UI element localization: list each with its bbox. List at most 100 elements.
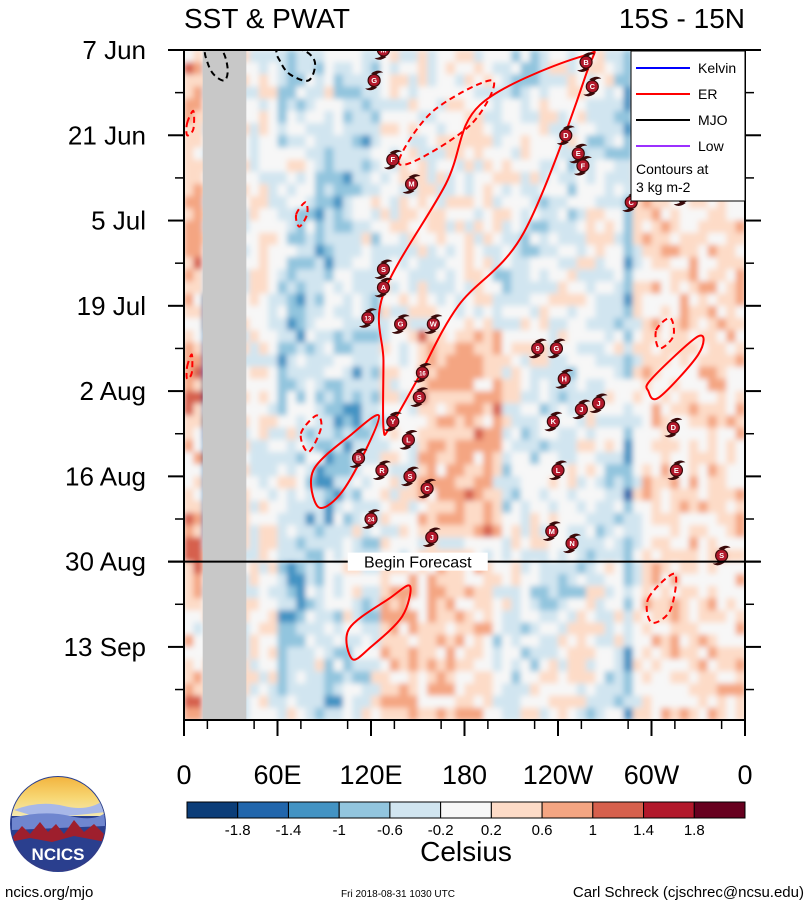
field-cell	[576, 695, 587, 709]
field-cell	[614, 318, 625, 331]
field-cell	[651, 573, 662, 587]
er-contour-positive	[645, 334, 705, 401]
field-cell	[258, 573, 269, 587]
field-cell	[296, 683, 307, 697]
field-cell	[427, 123, 438, 136]
field-cell	[258, 598, 269, 611]
cyclone-marker: B	[577, 52, 596, 72]
field-cell	[688, 512, 699, 526]
field-cell	[501, 561, 512, 575]
field-cell	[380, 707, 391, 720]
field-cell	[455, 50, 466, 63]
field-cell	[660, 318, 671, 331]
field-cell	[558, 159, 568, 173]
field-cell	[371, 184, 381, 197]
field-cell	[604, 74, 615, 88]
field-cell	[726, 610, 737, 624]
field-cell	[314, 439, 325, 453]
field-cell	[501, 695, 512, 709]
field-cell	[595, 147, 606, 161]
colorbar-tick-label: 1	[589, 822, 597, 839]
field-cell	[492, 634, 503, 648]
field-cell	[520, 683, 531, 697]
field-cell	[642, 452, 653, 465]
field-cell	[567, 610, 578, 624]
field-cell	[296, 98, 307, 112]
field-cell	[277, 537, 288, 551]
field-cell	[399, 439, 409, 453]
field-cell	[688, 464, 699, 477]
field-cell	[464, 342, 475, 356]
field-cell	[586, 123, 596, 136]
field-cell	[595, 208, 606, 222]
field-cell	[539, 610, 550, 624]
field-cell	[492, 62, 503, 75]
field-cell	[539, 537, 550, 551]
field-cell	[632, 293, 643, 307]
field-cell	[436, 476, 447, 490]
field-cell	[324, 171, 335, 185]
field-cell	[558, 561, 568, 575]
field-cell	[193, 659, 204, 672]
field-cell	[184, 293, 194, 307]
field-cell	[698, 488, 709, 502]
field-cell	[539, 269, 550, 283]
field-cell	[464, 427, 475, 441]
field-cell	[698, 659, 709, 672]
field-cell	[576, 598, 587, 611]
cyclone-body-icon	[585, 79, 599, 94]
field-cell	[679, 464, 690, 477]
field-cell	[660, 683, 671, 697]
field-cell	[417, 281, 428, 295]
field-cell	[623, 269, 634, 283]
field-cell	[399, 232, 409, 246]
field-cell	[399, 646, 409, 660]
field-cell	[707, 391, 718, 404]
field-cell	[277, 159, 288, 173]
field-cell	[333, 646, 344, 660]
field-cell	[548, 427, 559, 441]
field-cell	[529, 293, 540, 307]
cyclone-marker: 13	[358, 308, 377, 328]
field-cell	[408, 159, 419, 173]
field-cell	[576, 634, 587, 648]
field-cell	[445, 123, 456, 136]
field-cell	[707, 500, 718, 514]
field-cell	[604, 586, 615, 599]
field-cell	[642, 549, 653, 563]
field-cell	[399, 293, 409, 307]
field-cell	[614, 695, 625, 709]
field-cell	[277, 281, 288, 295]
field-cell	[184, 549, 194, 563]
cyclone-marker: M	[374, 50, 391, 60]
field-cell	[660, 281, 671, 295]
field-cell	[333, 196, 344, 209]
field-cell	[352, 573, 363, 587]
field-cell	[445, 196, 456, 209]
field-cell	[586, 537, 596, 551]
field-cell	[614, 415, 625, 429]
field-cell	[371, 476, 381, 490]
field-cell	[501, 135, 512, 149]
field-cell	[342, 110, 353, 124]
field-cell	[417, 330, 428, 343]
field-cell	[595, 707, 606, 720]
field-cell	[193, 439, 204, 453]
field-cell	[445, 330, 456, 343]
field-cell	[277, 184, 288, 197]
field-cell	[277, 147, 288, 161]
field-cell	[389, 659, 400, 672]
field-cell	[501, 244, 512, 258]
field-cell	[361, 220, 372, 234]
field-cell	[539, 318, 550, 331]
field-cell	[642, 464, 653, 477]
field-cell	[184, 464, 194, 477]
field-cell	[464, 318, 475, 331]
field-cell	[417, 50, 428, 63]
field-cell	[436, 403, 447, 417]
field-cell	[464, 391, 475, 404]
field-cell	[258, 391, 269, 404]
field-cell	[595, 537, 606, 551]
field-cell	[548, 86, 559, 100]
field-cell	[698, 598, 709, 611]
